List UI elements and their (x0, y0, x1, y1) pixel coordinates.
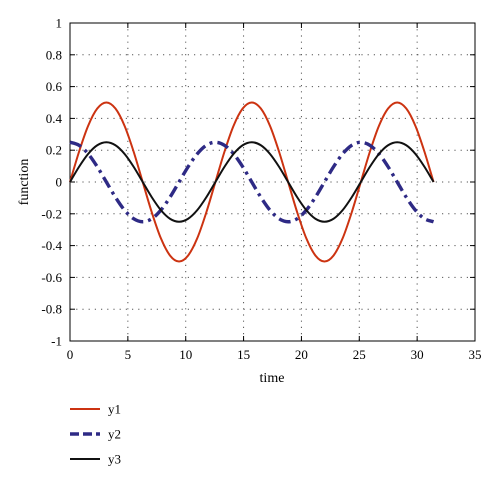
y-tick-label: 0.4 (46, 111, 63, 126)
series-y2-line (69, 140, 435, 224)
legend-label-y1: y1 (108, 402, 121, 417)
x-tick-label: 30 (411, 347, 424, 362)
y-tick-label: -0.8 (41, 302, 62, 317)
y-axis-label: function (17, 159, 32, 206)
y-tick-labels: -1 -0.8 -0.6 -0.4 -0.2 0 0.2 0.4 0.6 0.8 1 (41, 16, 62, 349)
y-tick-label: -0.4 (41, 238, 62, 253)
x-tick-label: 25 (353, 347, 366, 362)
x-tick-labels: 0 5 10 15 20 25 30 35 (67, 347, 482, 362)
x-tick-label: 10 (179, 347, 192, 362)
x-tick-label: 15 (237, 347, 250, 362)
x-tick-label: 35 (469, 347, 482, 362)
y-tick-label: -0.6 (41, 270, 62, 285)
y-tick-label: 0 (56, 175, 63, 190)
y-tick-label: 0.6 (46, 79, 63, 94)
y-tick-label: 1 (56, 16, 63, 31)
x-tick-label: 5 (125, 347, 132, 362)
y-tick-label: -1 (51, 334, 62, 349)
legend: y1 y2 y3 (70, 402, 121, 467)
x-tick-label: 20 (295, 347, 308, 362)
series-y3-line (69, 141, 435, 223)
x-tick-label: 0 (67, 347, 74, 362)
axis-ticks (69, 22, 476, 342)
grid-lines (70, 23, 475, 341)
x-axis-label: time (260, 371, 285, 386)
y-tick-label: -0.2 (41, 206, 62, 221)
y-tick-label: 0.8 (46, 47, 62, 62)
legend-label-y3: y3 (108, 452, 121, 467)
y-tick-label: 0.2 (46, 143, 62, 158)
legend-label-y2: y2 (108, 427, 121, 442)
series-lines (69, 101, 435, 263)
series-y1-line (69, 101, 435, 263)
plot-frame (69, 22, 476, 342)
